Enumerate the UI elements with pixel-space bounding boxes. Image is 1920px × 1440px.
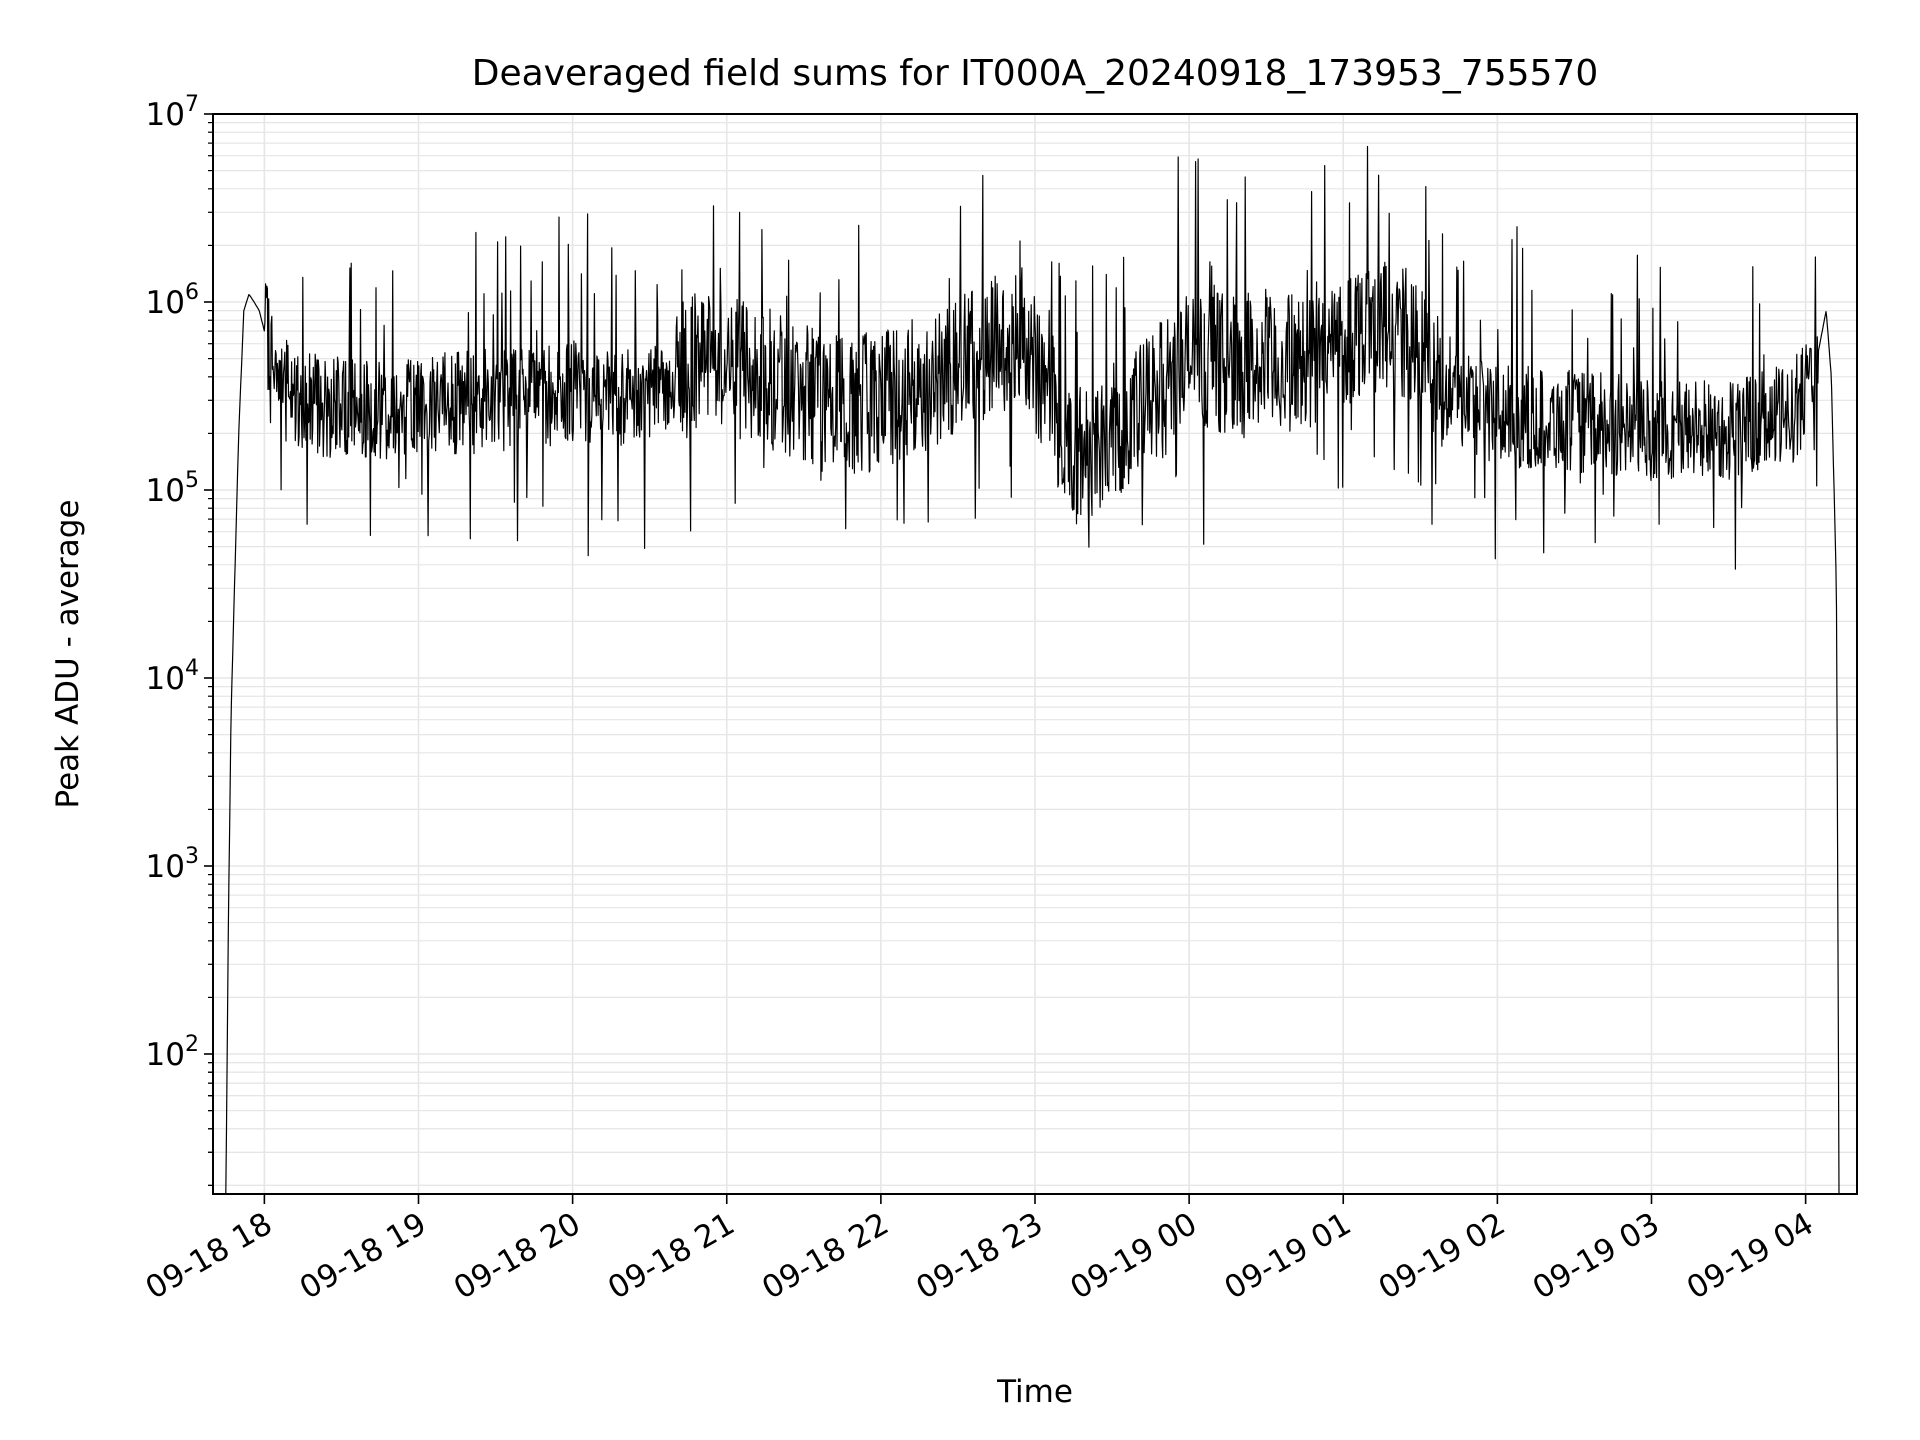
y-tick-exponent: 5 bbox=[185, 468, 199, 493]
y-tick-label: 107 bbox=[146, 92, 199, 133]
y-tick-base: 10 bbox=[146, 97, 185, 133]
chart-title: Deaveraged field sums for IT000A_2024091… bbox=[472, 53, 1598, 94]
y-tick-exponent: 7 bbox=[185, 92, 199, 117]
y-tick-label: 102 bbox=[146, 1032, 199, 1073]
y-tick-exponent: 6 bbox=[185, 280, 199, 305]
plot-area bbox=[225, 145, 1840, 1195]
y-tick-label: 105 bbox=[146, 468, 199, 509]
y-tick-exponent: 2 bbox=[185, 1032, 199, 1057]
y-tick-base: 10 bbox=[146, 849, 185, 885]
y-tick-base: 10 bbox=[146, 473, 185, 509]
y-tick-base: 10 bbox=[146, 661, 185, 697]
y-axis-label: Peak ADU - average bbox=[50, 499, 86, 808]
y-tick-base: 10 bbox=[146, 1037, 185, 1073]
grid bbox=[213, 113, 1857, 1194]
y-tick-base: 10 bbox=[146, 285, 185, 321]
y-tick-label: 104 bbox=[146, 656, 199, 697]
y-tick-exponent: 3 bbox=[185, 844, 199, 869]
y-tick-label: 106 bbox=[146, 280, 199, 321]
y-tick-exponent: 4 bbox=[185, 656, 199, 681]
x-axis-label: Time bbox=[996, 1374, 1073, 1410]
series-line bbox=[225, 145, 1840, 1195]
y-tick-label: 103 bbox=[146, 844, 199, 885]
